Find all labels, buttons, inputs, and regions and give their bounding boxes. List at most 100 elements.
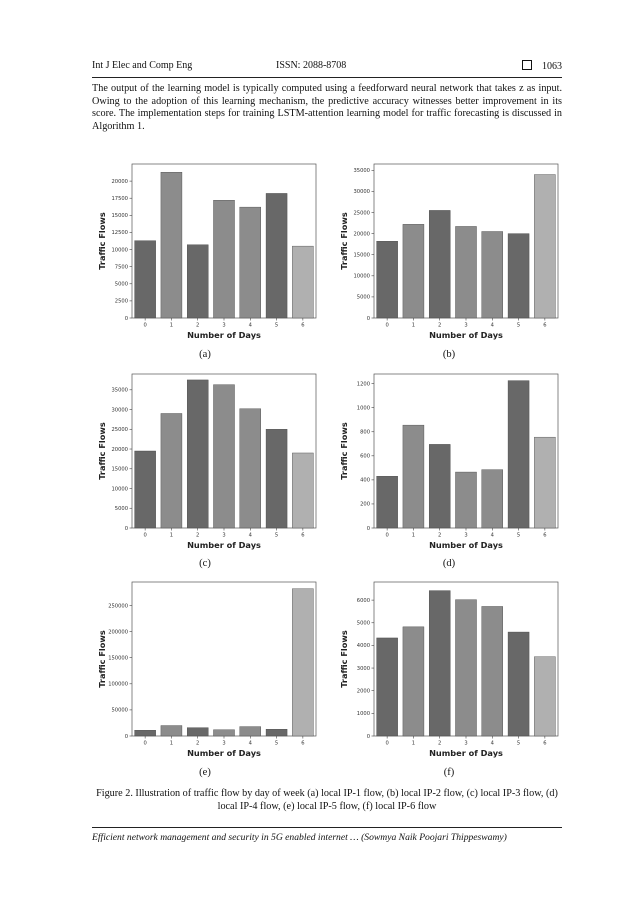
x-tick-label: 0 (143, 323, 146, 329)
bar-day-3 (455, 226, 477, 319)
bar-day-4 (481, 606, 503, 737)
x-tick-label: 3 (222, 323, 225, 329)
y-tick-label: 17500 (111, 196, 128, 202)
y-tick-label: 150000 (108, 655, 128, 661)
y-tick-label: 600 (360, 454, 370, 460)
x-tick-label: 6 (543, 741, 546, 747)
bar-day-5 (507, 233, 530, 319)
bar-day-6 (292, 452, 314, 529)
bar-day-2 (428, 210, 451, 319)
bar-day-4 (481, 231, 503, 319)
y-tick-label: 200000 (108, 629, 128, 635)
sublabel-d: (d) (442, 558, 456, 569)
y-tick-label: 12500 (111, 230, 128, 236)
bar-day-2 (186, 379, 209, 529)
bar-day-6 (292, 588, 314, 737)
y-tick-label: 3000 (357, 666, 370, 672)
sublabel-e: (e) (199, 767, 211, 778)
chart-f-svg: 0 1000 2000 3000 4000 5000 6000 0 1 2 3 4 5 6 Number o… (339, 581, 559, 758)
running-header: Int J Elec and Comp Eng ISSN: 2088-8708 … (92, 60, 562, 76)
y-tick-label: 0 (125, 316, 128, 322)
y-tick-label: 25000 (111, 427, 128, 433)
y-tick-label: 35000 (111, 388, 128, 394)
chart-a-svg: 0 2500 5000 7500 10000 12500 15000 17500 20000 0 1… (97, 163, 317, 340)
x-tick-label: 6 (301, 741, 304, 747)
y-tick-label: 30000 (111, 407, 128, 413)
y-tick-label: 10000 (111, 486, 128, 492)
chart-b-svg: 0 5000 10000 15000 20000 25000 30000 35000 0 1 2 3 4… (339, 163, 559, 340)
page-number-group: 1063 (522, 60, 562, 72)
y-axis-label: Traffic Flows (339, 630, 349, 688)
y-tick-label: 100000 (108, 682, 128, 688)
bar-day-2 (186, 727, 209, 737)
bar-day-6 (534, 436, 556, 529)
bar-day-1 (402, 424, 425, 529)
x-tick-label: 4 (249, 533, 253, 539)
bar-day-0 (134, 450, 156, 529)
bar-day-5 (265, 729, 288, 737)
x-tick-label: 2 (196, 323, 199, 329)
y-tick-label: 0 (367, 734, 370, 740)
footer-rule (92, 827, 562, 828)
x-tick-label: 2 (438, 323, 441, 329)
bar-day-5 (507, 380, 530, 529)
x-tick-label: 4 (249, 323, 253, 329)
x-axis-label: Number of Days (429, 330, 503, 340)
y-tick-label: 250000 (108, 603, 128, 609)
bar-day-2 (428, 590, 451, 737)
x-tick-label: 6 (543, 323, 546, 329)
chart-e-svg: 0 50000 100000 150000 200000 250000 0 1 2 3 4 5 6 Num… (97, 581, 317, 758)
bar-day-0 (134, 240, 156, 319)
sublabel-c: (c) (199, 558, 211, 569)
bar-day-1 (160, 172, 183, 319)
x-tick-label: 1 (170, 323, 173, 329)
bar-day-3 (455, 471, 477, 529)
sublabel-b: (b) (442, 349, 456, 360)
y-tick-label: 35000 (353, 168, 370, 174)
bar-day-0 (376, 241, 398, 319)
body-paragraph: The output of the learning model is typi… (92, 83, 562, 132)
y-tick-label: 0 (125, 734, 128, 740)
y-tick-label: 10000 (353, 274, 370, 280)
bar-day-1 (402, 224, 425, 319)
running-footer: Efficient network management and securit… (92, 832, 507, 843)
chart-b: 0 5000 10000 15000 20000 25000 30000 35000 0 1 2 3 4… (336, 160, 564, 345)
x-tick-label: 4 (249, 741, 253, 747)
checkbox-icon (522, 60, 532, 70)
bar-day-4 (239, 408, 261, 529)
bar-day-4 (481, 469, 503, 529)
y-tick-label: 200 (360, 502, 370, 508)
y-tick-label: 5000 (115, 506, 128, 512)
sublabel-f: (f) (443, 767, 455, 778)
bar-day-0 (376, 637, 398, 737)
bar-day-2 (186, 244, 209, 319)
x-axis-label: Number of Days (187, 748, 261, 758)
bar-day-3 (213, 729, 235, 737)
x-axis-label: Number of Days (187, 540, 261, 550)
header-rule (92, 77, 562, 78)
x-tick-label: 0 (385, 741, 388, 747)
x-tick-label: 0 (143, 741, 146, 747)
x-tick-label: 5 (517, 741, 520, 747)
x-tick-label: 1 (170, 741, 173, 747)
bar-day-0 (376, 476, 398, 529)
y-tick-label: 15000 (353, 253, 370, 259)
y-tick-label: 30000 (353, 189, 370, 195)
x-tick-label: 3 (222, 533, 225, 539)
issn: ISSN: 2088-8708 (276, 60, 347, 71)
x-tick-label: 3 (464, 533, 467, 539)
y-tick-label: 10000 (111, 247, 128, 253)
y-tick-label: 1000 (357, 711, 370, 717)
sublabel-a: (a) (199, 349, 211, 360)
y-axis-label: Traffic Flows (339, 212, 349, 270)
x-tick-label: 2 (196, 533, 199, 539)
x-tick-label: 2 (196, 741, 199, 747)
bar-day-3 (455, 599, 477, 737)
y-axis-label: Traffic Flows (97, 630, 107, 688)
y-tick-label: 5000 (357, 621, 370, 627)
x-tick-label: 3 (222, 741, 225, 747)
x-tick-label: 5 (275, 533, 278, 539)
x-tick-label: 1 (412, 533, 415, 539)
bar-day-4 (239, 726, 261, 737)
chart-f: 0 1000 2000 3000 4000 5000 6000 0 1 2 3 4 5 6 Number o… (336, 578, 564, 763)
